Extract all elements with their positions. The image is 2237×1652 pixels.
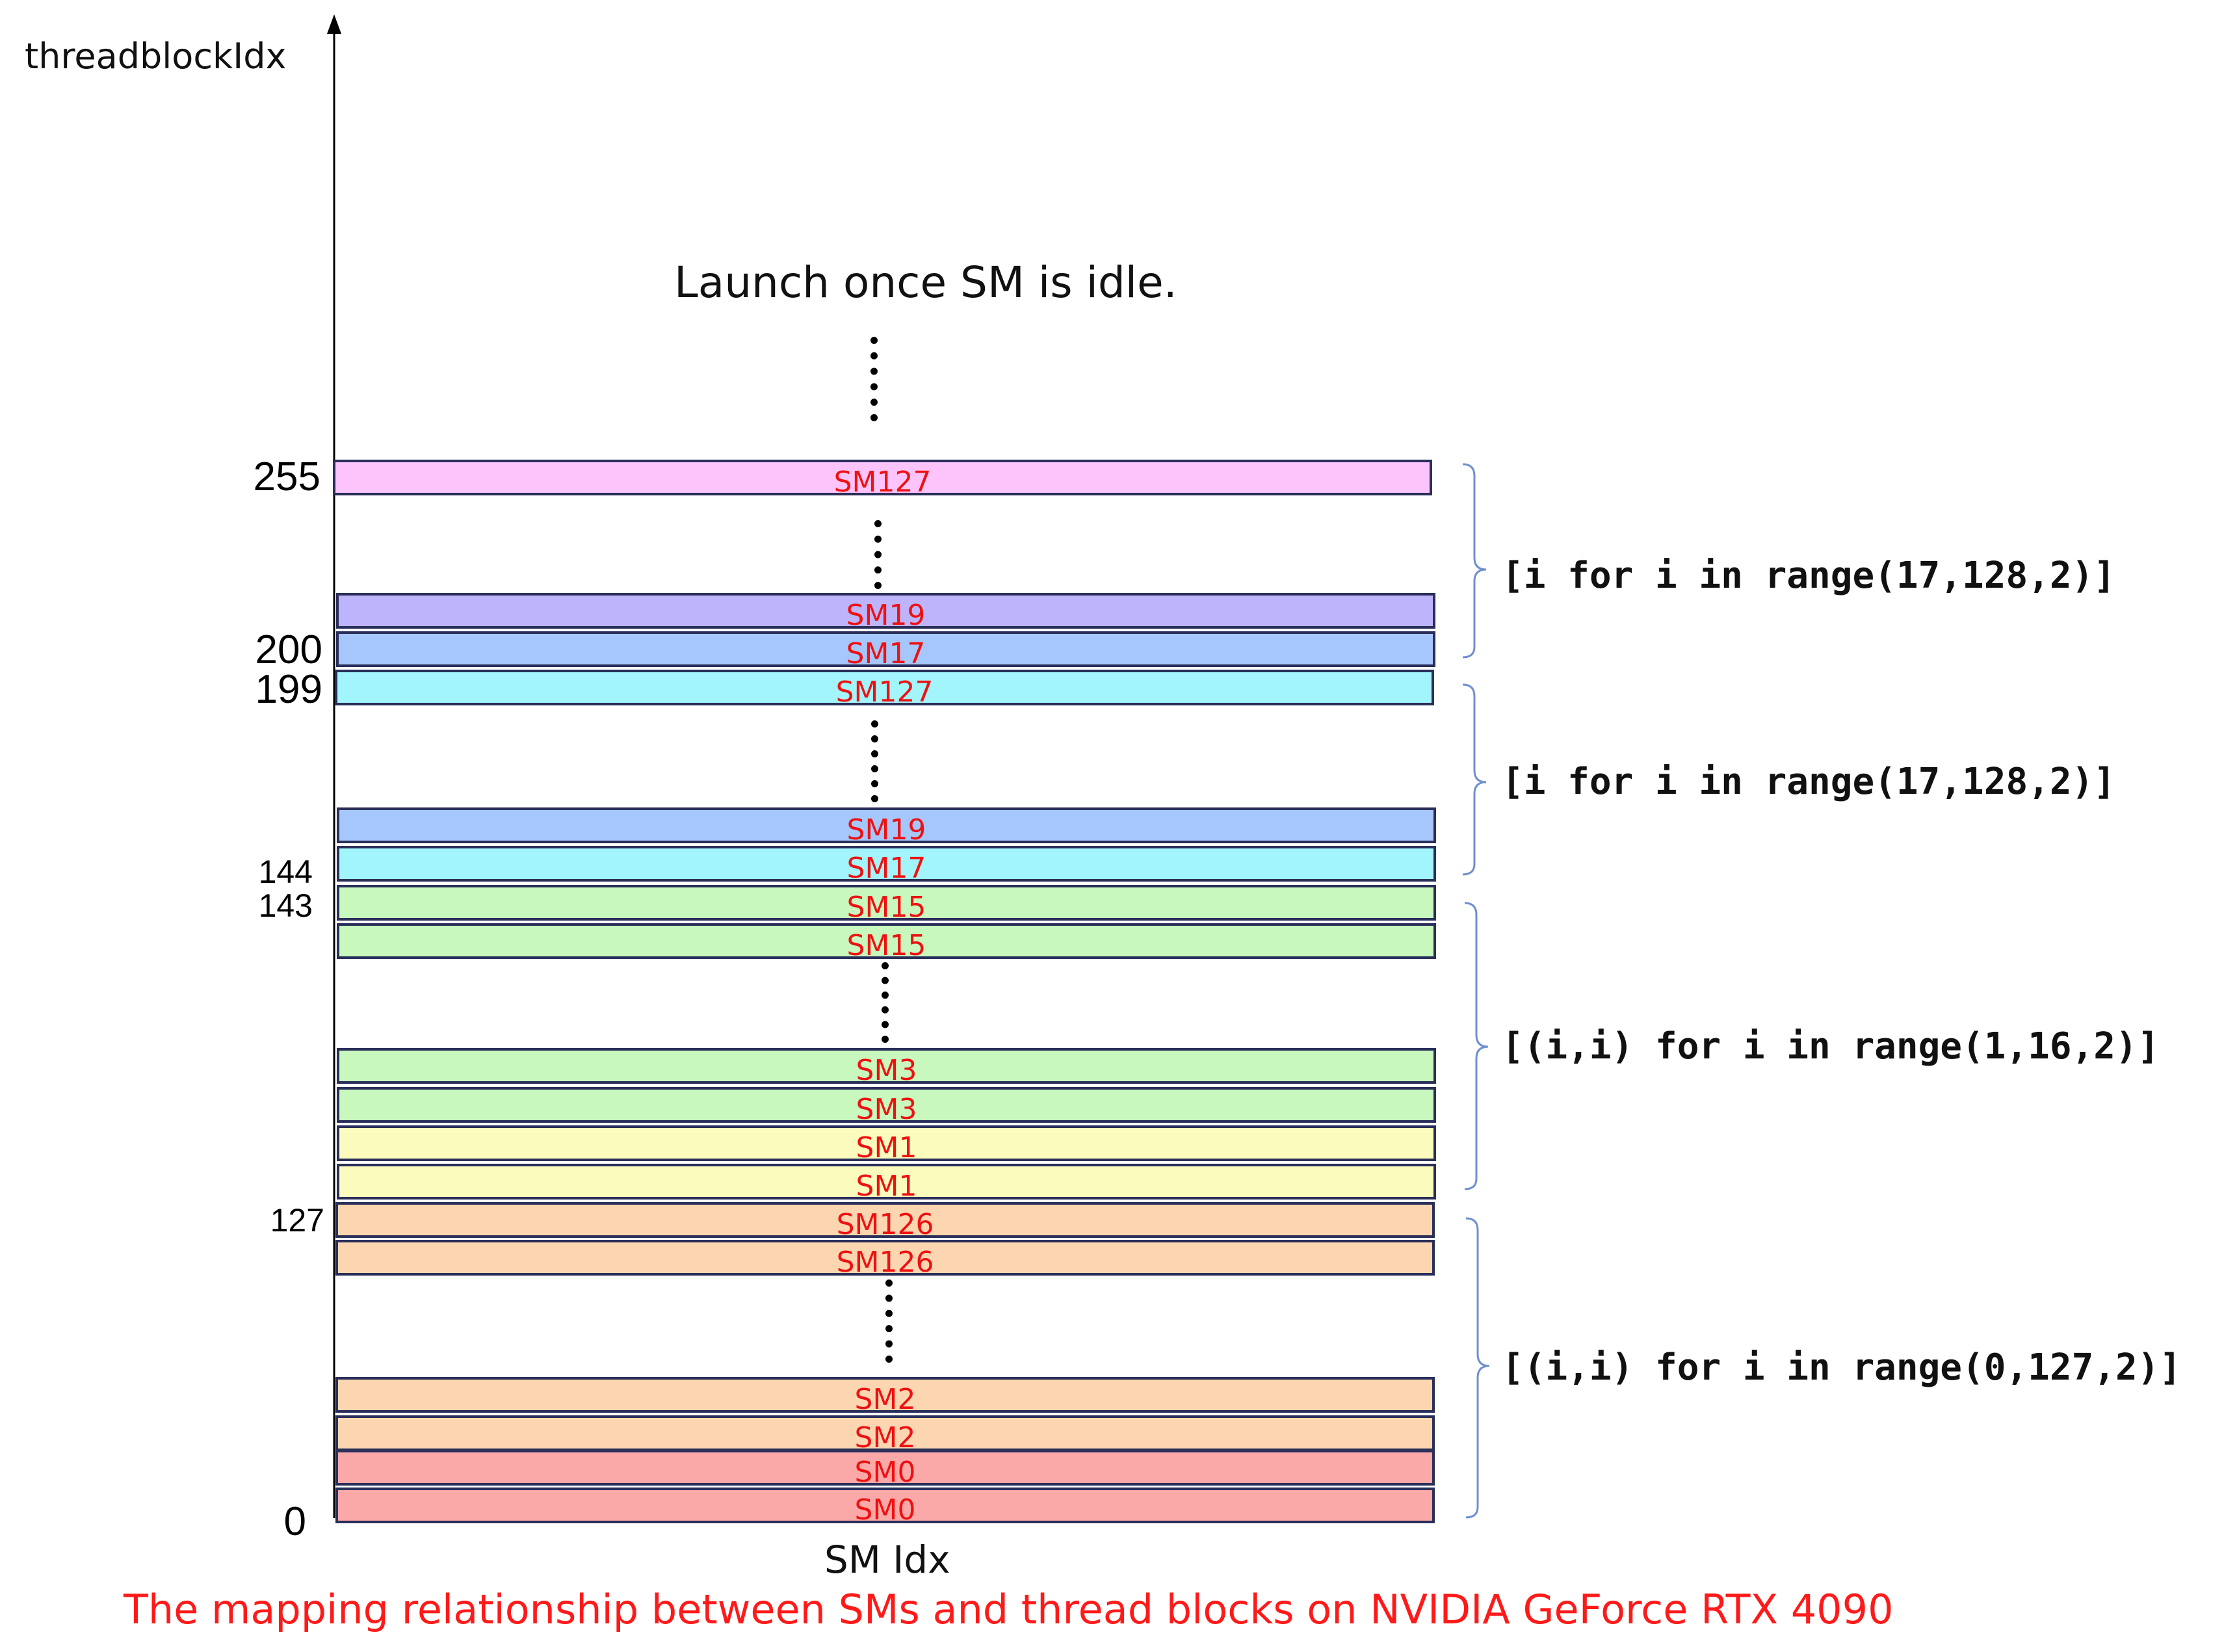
launch-note: Launch once SM is idle.	[674, 257, 1177, 308]
bar-sm-label: SM15	[846, 928, 926, 962]
x-axis-label: SM Idx	[824, 1538, 950, 1582]
threadblock-bar: SM15	[337, 885, 1436, 921]
figure-caption: The mapping relationship between SMs and…	[124, 1586, 1894, 1633]
threadblock-bar: SM17	[336, 631, 1435, 670]
threadblock-bar: SM127	[335, 670, 1434, 709]
threadblock-bar: SM126	[335, 1240, 1435, 1276]
bar-sm-label: SM126	[836, 1207, 934, 1241]
bar-sm-label: SM19	[846, 813, 926, 846]
bar-sm-label: SM2	[854, 1421, 916, 1454]
y-tick-255: 255	[253, 454, 321, 499]
ellipsis	[871, 720, 878, 802]
bar-sm-label: SM1	[856, 1131, 917, 1164]
bar-sm-label: SM3	[856, 1092, 917, 1126]
threadblock-bar: SM15	[337, 923, 1436, 962]
bar-sm-label: SM19	[846, 598, 926, 632]
group-label: [i for i in range(17,128,2)]	[1502, 761, 2116, 803]
threadblock-bar: SM17	[337, 846, 1436, 882]
ellipsis	[885, 1279, 893, 1363]
ellipsis	[874, 520, 882, 589]
y-tick-127: 127	[270, 1202, 324, 1239]
bar-sm-label: SM126	[836, 1245, 934, 1279]
threadblock-bar: SM2	[335, 1415, 1435, 1454]
bar-sm-label: SM17	[846, 636, 926, 670]
group-label: [(i,i) for i in range(0,127,2)]	[1502, 1346, 2182, 1389]
threadblock-bar: SM3	[337, 1087, 1436, 1123]
bar-sm-label: SM17	[846, 851, 926, 885]
bar-sm-label: SM0	[854, 1455, 916, 1489]
y-tick-143: 143	[258, 887, 313, 924]
group-label: [(i,i) for i in range(1,16,2)]	[1502, 1025, 2160, 1068]
ellipsis-top	[870, 337, 878, 421]
threadblock-bar: SM3	[337, 1048, 1436, 1084]
bar-sm-label: SM0	[854, 1493, 916, 1527]
threadblock-bar: SM0	[335, 1488, 1435, 1527]
y-tick-144: 144	[258, 854, 313, 890]
threadblock-bar: SM1	[337, 1125, 1436, 1164]
bar-sm-label: SM1	[856, 1169, 917, 1203]
bar-sm-label: SM127	[835, 675, 934, 709]
threadblock-bar: SM1	[337, 1164, 1436, 1200]
y-axis-label: threadblockIdx	[25, 36, 287, 77]
y-tick-199: 199	[255, 667, 322, 712]
y-tick-0: 0	[283, 1499, 306, 1544]
group-label: [i for i in range(17,128,2)]	[1502, 555, 2116, 597]
threadblock-bar: SM0	[335, 1450, 1435, 1486]
threadblock-bar: SM19	[337, 807, 1436, 846]
threadblock-bar: SM19	[336, 593, 1435, 629]
y-tick-200: 200	[255, 627, 322, 672]
bar-sm-label: SM15	[846, 890, 926, 924]
threadblock-bar: SM127	[333, 460, 1432, 499]
bar-sm-label: SM127	[833, 465, 932, 499]
threadblock-bar: SM126	[335, 1202, 1435, 1241]
bar-sm-label: SM2	[854, 1382, 916, 1416]
threadblock-bar: SM2	[335, 1377, 1435, 1413]
bar-sm-label: SM3	[856, 1053, 917, 1087]
ellipsis	[882, 962, 889, 1043]
